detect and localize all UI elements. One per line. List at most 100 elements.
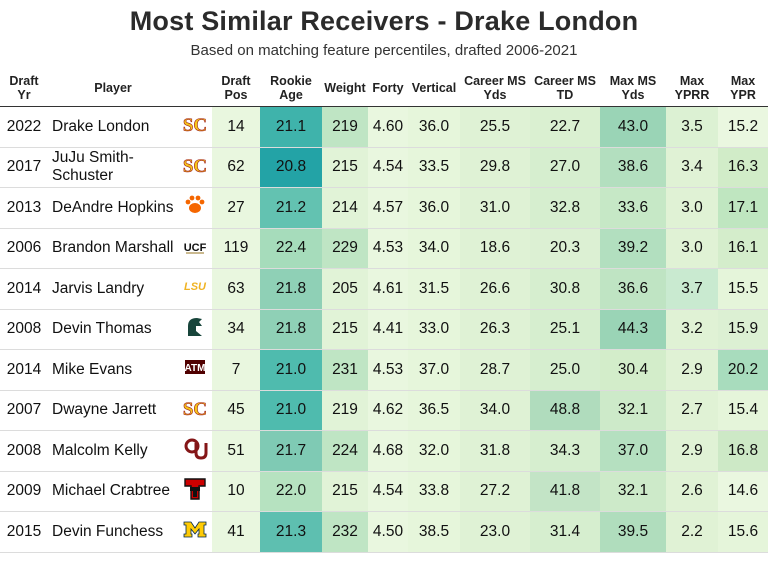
career-ms-td-cell: 27.0 — [530, 147, 600, 188]
career-ms-td-cell: 30.8 — [530, 268, 600, 310]
svg-text:LSU: LSU — [184, 281, 207, 293]
school-logo-cell: SC — [178, 147, 212, 188]
draft-yr-cell: 2017 — [0, 147, 48, 188]
max-ms-yds-cell: 30.4 — [600, 349, 666, 391]
table-row: 2014 Mike Evans ATM 7 21.0 231 4.53 37.0 28.7 25.… — [0, 349, 768, 391]
max-ypr-cell: 16.1 — [718, 228, 768, 269]
table-row: 2009 Michael Crabtree 10 22.0 215 4.54 33.8 27.… — [0, 471, 768, 512]
max-ms-yds-cell: 32.1 — [600, 390, 666, 431]
career-ms-yds-cell: 28.7 — [460, 349, 530, 391]
svg-text:SC: SC — [183, 156, 207, 177]
max-ypr-cell: 14.6 — [718, 471, 768, 512]
school-logo-cell: SC — [178, 106, 212, 148]
draft-pos-cell: 7 — [212, 349, 260, 391]
school-logo-cell — [178, 187, 212, 229]
draft-yr-cell: 2008 — [0, 430, 48, 472]
max-yprr-cell: 2.9 — [666, 430, 718, 472]
svg-text:UCF: UCF — [184, 242, 207, 254]
table-row: 2015 Devin Funchess 41 21.3 232 4.50 38.5 23.0 3… — [0, 511, 768, 553]
school-logo-cell: UCF — [178, 228, 212, 269]
svg-text:SC: SC — [183, 115, 207, 136]
career-ms-yds-cell: 25.5 — [460, 106, 530, 148]
forty-cell: 4.62 — [368, 390, 408, 431]
career-ms-td-cell: 41.8 — [530, 471, 600, 512]
draft-yr-cell: 2014 — [0, 268, 48, 310]
draft-pos-cell: 62 — [212, 147, 260, 188]
vertical-cell: 33.0 — [408, 309, 460, 350]
career-ms-td-cell: 25.0 — [530, 349, 600, 391]
weight-cell: 229 — [322, 228, 368, 269]
max-ms-yds-cell: 37.0 — [600, 430, 666, 472]
rookie-age-cell: 21.3 — [260, 511, 322, 553]
weight-cell: 214 — [322, 187, 368, 229]
rookie-age-cell: 20.8 — [260, 147, 322, 188]
ucf-logo-icon: UCF — [182, 233, 208, 264]
rookie-age-cell: 21.2 — [260, 187, 322, 229]
player-cell: Jarvis Landry — [48, 268, 178, 310]
max-yprr-cell: 3.2 — [666, 309, 718, 350]
max-ms-yds-cell: 38.6 — [600, 147, 666, 188]
forty-cell: 4.54 — [368, 147, 408, 188]
forty-cell: 4.54 — [368, 471, 408, 512]
career-ms-td-cell: 48.8 — [530, 390, 600, 431]
chart-title: Most Similar Receivers - Drake London — [129, 6, 639, 36]
max-ypr-cell: 16.8 — [718, 430, 768, 472]
draft-pos-cell: 41 — [212, 511, 260, 553]
forty-cell: 4.53 — [368, 349, 408, 391]
table-row: 2017 JuJu Smith-Schuster SC 62 20.8 215 4.54 33… — [0, 147, 768, 188]
draft-pos-cell: 27 — [212, 187, 260, 229]
chart-subtitle: Based on matching feature percentiles, d… — [190, 42, 578, 59]
school-logo-cell — [178, 471, 212, 512]
table-row: 2013 DeAndre Hopkins 27 21.2 214 4.57 36.0 31.0… — [0, 187, 768, 229]
career-ms-yds-cell: 18.6 — [460, 228, 530, 269]
career-ms-yds-cell: 27.2 — [460, 471, 530, 512]
max-ms-yds-cell: 43.0 — [600, 106, 666, 148]
rookie-age-cell: 22.4 — [260, 228, 322, 269]
school-logo-cell: LSU — [178, 268, 212, 310]
rookie-age-cell: 21.8 — [260, 309, 322, 350]
career-ms-td-cell: 22.7 — [530, 106, 600, 148]
michigan-state-spartan-icon — [182, 314, 208, 345]
weight-cell: 219 — [322, 390, 368, 431]
career-ms-yds-cell: 31.0 — [460, 187, 530, 229]
svg-text:SC: SC — [183, 399, 207, 420]
oklahoma-ou-icon — [182, 435, 208, 466]
draft-pos-cell: 119 — [212, 228, 260, 269]
draft-pos-cell: 14 — [212, 106, 260, 148]
career-ms-td-cell: 31.4 — [530, 511, 600, 553]
weight-cell: 232 — [322, 511, 368, 553]
draft-yr-cell: 2022 — [0, 106, 48, 148]
texas-am-logo-icon: ATM — [182, 354, 208, 385]
max-yprr-cell: 3.4 — [666, 147, 718, 188]
header-forty: Forty — [368, 69, 408, 107]
vertical-cell: 33.8 — [408, 471, 460, 512]
max-ms-yds-cell: 32.1 — [600, 471, 666, 512]
max-yprr-cell: 3.0 — [666, 187, 718, 229]
school-logo-cell: ATM — [178, 349, 212, 391]
vertical-cell: 36.0 — [408, 187, 460, 229]
draft-pos-cell: 34 — [212, 309, 260, 350]
header-career-ms-td: Career MS TD — [530, 69, 600, 107]
player-cell: DeAndre Hopkins — [48, 187, 178, 229]
max-ypr-cell: 20.2 — [718, 349, 768, 391]
rookie-age-cell: 21.8 — [260, 268, 322, 310]
career-ms-yds-cell: 26.6 — [460, 268, 530, 310]
max-ypr-cell: 15.6 — [718, 511, 768, 553]
career-ms-td-cell: 34.3 — [530, 430, 600, 472]
max-ms-yds-cell: 44.3 — [600, 309, 666, 350]
max-yprr-cell: 2.7 — [666, 390, 718, 431]
usc-logo-icon: SC — [182, 395, 208, 426]
header-draft-yr: Draft Yr — [0, 69, 48, 107]
max-yprr-cell: 2.6 — [666, 471, 718, 512]
rookie-age-cell: 21.7 — [260, 430, 322, 472]
header-max-yprr: Max YPRR — [666, 69, 718, 107]
player-cell: Michael Crabtree — [48, 471, 178, 512]
forty-cell: 4.50 — [368, 511, 408, 553]
player-cell: Devin Thomas — [48, 309, 178, 350]
draft-pos-cell: 63 — [212, 268, 260, 310]
player-cell: Drake London — [48, 106, 178, 148]
vertical-cell: 36.0 — [408, 106, 460, 148]
header-weight: Weight — [322, 69, 368, 107]
max-ms-yds-cell: 36.6 — [600, 268, 666, 310]
michigan-block-m-icon — [182, 516, 208, 547]
